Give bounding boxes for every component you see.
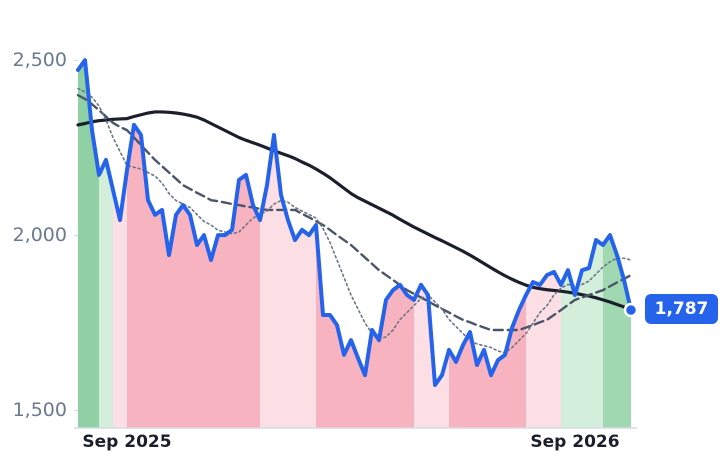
y-tick-label: 2,000 [13,224,67,246]
regime-band [260,135,316,429]
x-tick-label: Sep 2026 [530,432,619,452]
x-tick-label: Sep 2025 [82,432,171,452]
regime-band [113,170,127,429]
series-line [76,93,633,332]
last-value-label: 1,787 [655,299,709,319]
regime-band [99,159,113,428]
regime-band [449,295,526,428]
series-line [76,58,633,387]
regime-band [316,225,414,428]
series-line [77,87,632,354]
last-value-pill [645,294,718,325]
series-line [76,110,633,312]
last-point [623,302,639,318]
y-tick-label: 2,500 [13,49,67,71]
regime-band [127,124,260,429]
regime-band [526,271,561,428]
y-tick-label: 1,500 [13,399,67,421]
regime-band [78,60,99,429]
